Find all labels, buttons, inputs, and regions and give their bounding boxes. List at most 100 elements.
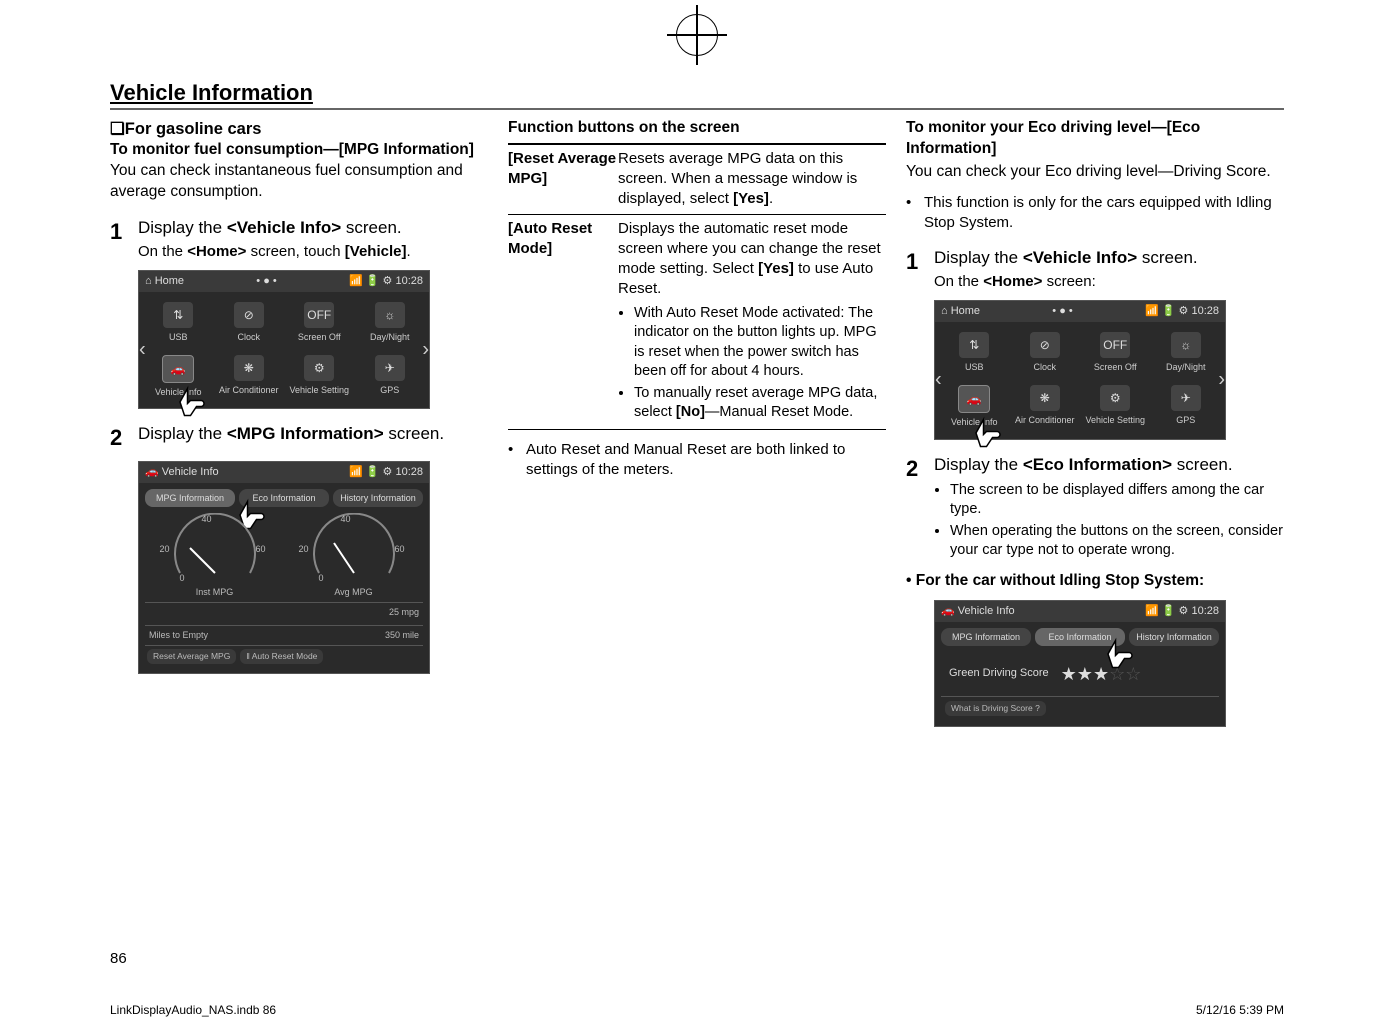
home-cell-vehicle-setting[interactable]: ⚙Vehicle Setting	[1082, 381, 1149, 432]
sub-bullet: To manually reset average MPG data, sele…	[634, 384, 886, 423]
step-sub: On the <Home> screen, touch [Vehicle].	[138, 242, 488, 262]
tap-cursor-icon	[973, 415, 1003, 451]
col1-intro: You can check instantaneous fuel consump…	[110, 161, 488, 203]
vehicle-setting-icon: ⚙	[1100, 385, 1130, 411]
col3-subheading: To monitor your Eco driving level—[Eco I…	[906, 118, 1284, 160]
ss-readouts-2: Miles to Empty 350 mile	[145, 625, 423, 644]
home-cell-clock[interactable]: ⊘Clock	[216, 298, 283, 347]
home-cell-daynight[interactable]: ☼Day/Night	[357, 298, 424, 347]
home-cell-usb[interactable]: ⇅USB	[145, 298, 212, 347]
vehicle-setting-icon: ⚙	[304, 355, 334, 381]
usb-icon: ⇅	[163, 302, 193, 328]
gps-icon: ✈	[375, 355, 405, 381]
screen-off-icon: OFF	[304, 302, 334, 328]
case-label: • For the car without Idling Stop System…	[906, 571, 1284, 592]
ss-home-icon: ⌂ Home	[145, 274, 184, 289]
column-3: To monitor your Eco driving level—[Eco I…	[906, 118, 1284, 727]
usb-icon: ⇅	[959, 332, 989, 358]
home-cell-clock[interactable]: ⊘Clock	[1012, 328, 1079, 377]
mpg-screenshot: 🚗 Vehicle Info 📶 🔋 ⚙ 10:28 MPG Informati…	[138, 461, 430, 674]
step-sub: On the <Home> screen:	[934, 272, 1284, 292]
home-cell-vehicle-setting[interactable]: ⚙Vehicle Setting	[286, 351, 353, 402]
what-is-driving-score-button[interactable]: What is Driving Score ?	[945, 701, 1046, 716]
func-row-autoreset: [Auto Reset Mode] Displays the automatic…	[508, 215, 886, 430]
chevron-left-icon[interactable]: ‹	[933, 367, 944, 394]
footer-timestamp: 5/12/16 5:39 PM	[1196, 1003, 1284, 1017]
star-icon: ★	[1061, 664, 1077, 684]
ss-footer-buttons: Reset Average MPG ‖ Auto Reset Mode	[145, 645, 423, 667]
ss-header: 🚗 Vehicle Info 📶 🔋 ⚙ 10:28	[139, 462, 429, 483]
step-number: 1	[110, 217, 128, 262]
home-cell-gps[interactable]: ✈GPS	[1153, 381, 1220, 432]
vehicle-info-icon: 🚗	[162, 355, 194, 383]
ss-gauges-area: MPG Information Eco Information History …	[139, 483, 429, 673]
air-conditioner-icon: ❋	[234, 355, 264, 381]
func-val: Resets average MPG data on this screen. …	[618, 149, 886, 210]
col1-step-2: 2 Display the <MPG Information> screen.	[110, 423, 488, 453]
tab-history[interactable]: History Information	[333, 489, 423, 507]
ss-header: 🚗 Vehicle Info 📶 🔋 ⚙ 10:28	[935, 601, 1225, 622]
col3-intro: You can check your Eco driving level—Dri…	[906, 162, 1284, 183]
day-night-icon: ☼	[375, 302, 405, 328]
chevron-right-icon[interactable]: ›	[420, 337, 431, 364]
heading-box-icon: ❏	[110, 120, 125, 138]
clock-icon: ⊘	[1030, 332, 1060, 358]
bullet-dot: •	[906, 193, 916, 234]
ss-pager-dots: • ● •	[1052, 304, 1072, 319]
ss-icon-grid: ‹ ⇅USB ⊘Clock OFFScreen Off ☼Day/Night 🚗…	[935, 322, 1225, 438]
ss-title: 🚗 Vehicle Info	[145, 465, 219, 480]
eco-body: MPG Information Eco Information History …	[935, 622, 1225, 727]
ss-status: 📶 🔋 ⚙ 10:28	[1145, 604, 1219, 619]
footer-file: LinkDisplayAudio_NAS.indb 86	[110, 1003, 276, 1017]
step-body: Display the <MPG Information> screen.	[138, 423, 488, 453]
crop-registration-mark	[676, 14, 718, 56]
sub-bullet: The screen to be displayed differs among…	[950, 481, 1284, 520]
func-key: [Reset Average MPG]	[508, 149, 618, 210]
home-cell-screenoff[interactable]: OFFScreen Off	[1082, 328, 1149, 377]
col3-step-2: 2 Display the <Eco Information> screen. …	[906, 454, 1284, 563]
step-number: 1	[906, 247, 924, 292]
ss-home-icon: ⌂ Home	[941, 304, 980, 319]
tab-mpg[interactable]: MPG Information	[941, 628, 1031, 646]
tabs: MPG Information Eco Information History …	[145, 489, 423, 507]
col3-step-1: 1 Display the <Vehicle Info> screen. On …	[906, 247, 1284, 292]
clock-icon: ⊘	[234, 302, 264, 328]
star-icon: ★	[1077, 664, 1093, 684]
eco-screenshot: 🚗 Vehicle Info 📶 🔋 ⚙ 10:28 MPG Informati…	[934, 600, 1226, 728]
column-2: Function buttons on the screen [Reset Av…	[508, 118, 886, 727]
step-body: Display the <Eco Information> screen. Th…	[934, 454, 1284, 563]
day-night-icon: ☼	[1171, 332, 1201, 358]
bullet-dot: •	[508, 440, 518, 481]
reset-avg-mpg-button[interactable]: Reset Average MPG	[147, 649, 236, 664]
ss-header: ⌂ Home • ● • 📶 🔋 ⚙ 10:28	[935, 301, 1225, 322]
home-cell-gps[interactable]: ✈GPS	[357, 351, 424, 402]
gauge-inst-mpg: 40 20 60 0 Inst MPG	[160, 513, 270, 598]
col3-bullet: • This function is only for the cars equ…	[906, 193, 1284, 234]
screen-off-icon: OFF	[1100, 332, 1130, 358]
chevron-left-icon[interactable]: ‹	[137, 337, 148, 364]
ss-status: 📶 🔋 ⚙ 10:28	[349, 465, 423, 480]
sub-bullet: When operating the buttons on the screen…	[950, 522, 1284, 561]
tab-history[interactable]: History Information	[1129, 628, 1219, 646]
tab-mpg[interactable]: MPG Information	[145, 489, 235, 507]
home-cell-ac[interactable]: ❋Air Conditioner	[1012, 381, 1079, 432]
col2-note: • Auto Reset and Manual Reset are both l…	[508, 440, 886, 481]
home-cell-usb[interactable]: ⇅USB	[941, 328, 1008, 377]
chevron-right-icon[interactable]: ›	[1216, 367, 1227, 394]
ss-icon-grid: ‹ ⇅USB ⊘Clock OFFScreen Off ☼Day/Night 🚗…	[139, 292, 429, 408]
step-number: 2	[906, 454, 924, 563]
driving-score-label: Green Driving Score	[949, 666, 1049, 681]
ss-pager-dots: • ● •	[256, 274, 276, 289]
col1-subheading: To monitor fuel consumption—[MPG Informa…	[110, 140, 488, 161]
page-number: 86	[110, 950, 127, 967]
step-body: Display the <Vehicle Info> screen. On th…	[138, 217, 488, 262]
home-cell-ac[interactable]: ❋Air Conditioner	[216, 351, 283, 402]
footer-metadata: LinkDisplayAudio_NAS.indb 86 5/12/16 5:3…	[110, 1003, 1284, 1017]
gps-icon: ✈	[1171, 385, 1201, 411]
func-row-reset: [Reset Average MPG] Resets average MPG d…	[508, 145, 886, 215]
home-cell-screenoff[interactable]: OFFScreen Off	[286, 298, 353, 347]
col1-step-1: 1 Display the <Vehicle Info> screen. On …	[110, 217, 488, 262]
step-number: 2	[110, 423, 128, 453]
auto-reset-mode-button[interactable]: ‖ Auto Reset Mode	[240, 649, 323, 664]
home-cell-daynight[interactable]: ☼Day/Night	[1153, 328, 1220, 377]
